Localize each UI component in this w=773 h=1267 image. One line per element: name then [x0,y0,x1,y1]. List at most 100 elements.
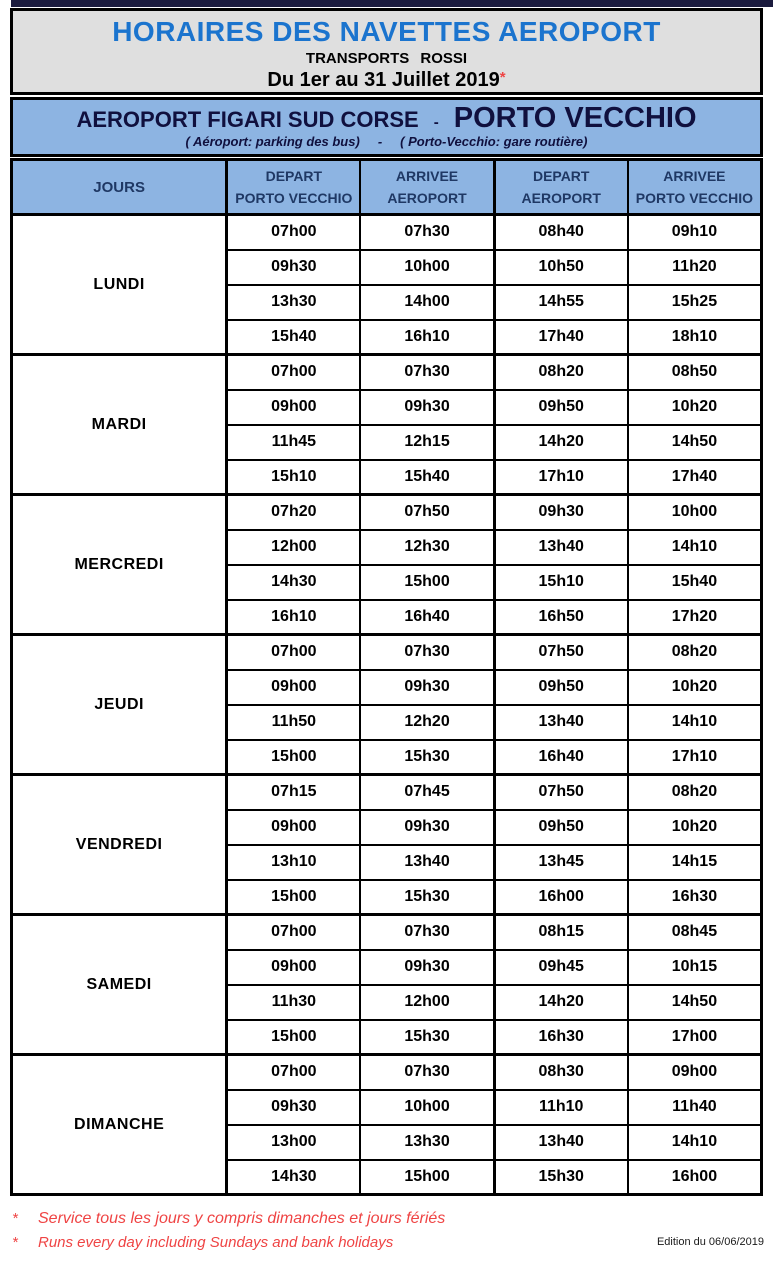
time-cell: 09h30 [225,1088,361,1125]
column-header-jours-label: JOURS [93,178,145,196]
timetable-row: 14h30 15h00 15h10 15h40 [12,563,762,600]
time-cell: 07h30 [359,913,495,950]
timetable-row: 09h30 10h00 11h10 11h40 [12,1088,762,1125]
timetable-row: 15h40 16h10 17h40 18h10 [12,318,762,355]
time-cell: 10h00 [359,1088,495,1125]
timetable-row: 13h00 13h30 13h40 14h10 [12,1123,762,1160]
column-header-line2: PORTO VECCHIO [235,190,353,207]
route-destination: PORTO VECCHIO [453,102,697,134]
time-cell: 15h00 [225,878,361,915]
time-cell: 11h50 [225,703,361,740]
time-cell: 15h25 [626,283,762,320]
time-cell: 08h45 [626,913,762,950]
timetable-row: MARDI 07h00 07h30 08h20 08h50 [9,353,762,496]
route-stops-note: ( Aéroport: parking des bus) - ( Porto-V… [13,134,760,149]
time-cell: 13h40 [492,528,628,565]
timetable-row: 15h00 15h30 16h30 17h00 [12,1018,762,1055]
time-cell: 16h10 [359,318,495,355]
time-cell: 17h10 [626,738,762,775]
timetable-row: JEUDI 07h00 07h30 07h50 08h20 [9,633,762,776]
time-cell: 14h30 [225,563,361,600]
time-cell: 09h00 [626,1053,762,1090]
time-cell: 16h50 [492,598,628,635]
time-cell: 15h30 [359,738,495,775]
time-cell: 12h30 [359,528,495,565]
time-cell: 17h00 [626,1018,762,1055]
time-cell: 09h50 [492,808,628,845]
time-cell: 08h50 [626,353,762,390]
time-cell: 17h40 [492,318,628,355]
time-cell: 14h50 [626,983,762,1020]
timetable-row: 16h10 16h40 16h50 17h20 [12,598,762,635]
time-cell: 14h10 [626,528,762,565]
time-cell: 16h30 [626,878,762,915]
day-label-vendredi: VENDREDI [9,773,229,916]
time-cell: 13h40 [492,1123,628,1160]
timetable-row: 11h30 12h00 14h20 14h50 [12,983,762,1020]
time-cell: 07h00 [225,353,361,390]
time-cell: 16h00 [626,1158,762,1195]
time-cell: 08h40 [492,213,628,250]
time-cell: 13h00 [225,1123,361,1160]
time-cell: 09h00 [225,668,361,705]
time-cell: 10h20 [626,388,762,425]
time-cell: 09h45 [492,948,628,985]
time-cell: 15h40 [359,458,495,495]
time-cell: 10h20 [626,808,762,845]
timetable-row: 13h30 14h00 14h55 15h25 [12,283,762,320]
column-header-line1: DEPART [265,167,323,184]
time-cell: 15h00 [359,1158,495,1195]
time-cell: 07h00 [225,633,361,670]
footnote-en: * Runs every day including Sundays and b… [12,1234,612,1251]
column-header-line1: ARRIVEE [663,167,726,184]
time-cell: 12h00 [225,528,361,565]
day-label-dimanche: DIMANCHE [9,1053,229,1196]
time-cell: 12h00 [359,983,495,1020]
time-cell: 09h10 [626,213,762,250]
title-box: HORAIRES DES NAVETTES AEROPORT TRANSPORT… [10,8,763,95]
column-header-depart-aeroport: DEPART AEROPORT [492,159,628,216]
time-cell: 08h20 [626,773,762,810]
day-label-mardi: MARDI [9,353,229,496]
time-cell: 09h30 [492,493,628,530]
time-cell: 07h50 [492,773,628,810]
time-cell: 15h00 [225,1018,361,1055]
route-note-airport: ( Aéroport: parking des bus) [185,134,360,149]
time-cell: 13h40 [492,703,628,740]
timetable-row: 15h10 15h40 17h10 17h40 [12,458,762,495]
column-header-line2: PORTO VECCHIO [635,190,753,207]
time-cell: 14h15 [626,843,762,880]
timetable-row: SAMEDI 07h00 07h30 08h15 08h45 [9,913,762,1056]
route-title: AEROPORT FIGARI SUD CORSE - PORTO VECCHI… [13,102,760,135]
route-banner: AEROPORT FIGARI SUD CORSE - PORTO VECCHI… [10,97,763,157]
day-label-jeudi: JEUDI [9,633,229,776]
time-cell: 09h00 [225,808,361,845]
timetable-row: 15h00 15h30 16h40 17h10 [12,738,762,775]
time-cell: 11h40 [626,1088,762,1125]
time-cell: 16h10 [225,598,361,635]
column-header-line1: DEPART [532,167,590,184]
day-label-lundi: LUNDI [9,213,229,356]
time-cell: 11h10 [492,1088,628,1125]
route-note-separator: - [377,134,383,149]
time-cell: 14h20 [492,423,628,460]
timetable-row: DIMANCHE 07h00 07h30 08h30 09h00 [9,1053,762,1196]
timetable-row: 11h45 12h15 14h20 14h50 [12,423,762,460]
time-cell: 07h20 [225,493,361,530]
time-cell: 14h50 [626,423,762,460]
time-cell: 08h20 [492,353,628,390]
time-cell: 09h00 [225,948,361,985]
time-cell: 10h00 [359,248,495,285]
time-cell: 17h10 [492,458,628,495]
footnote-en-text: Runs every day including Sundays and ban… [38,1234,394,1251]
time-cell: 15h30 [359,878,495,915]
time-cell: 12h20 [359,703,495,740]
time-cell: 15h40 [225,318,361,355]
time-cell: 10h15 [626,948,762,985]
edition-date: Edition du 06/06/2019 [656,1236,764,1248]
timetable-row: LUNDI 07h00 07h30 08h40 09h10 [9,213,762,356]
route-note-portovecchio: ( Porto-Vecchio: gare routière) [400,134,588,149]
time-cell: 13h10 [225,843,361,880]
timetable-row: 11h50 12h20 13h40 14h10 [12,703,762,740]
day-label-samedi: SAMEDI [9,913,229,1056]
